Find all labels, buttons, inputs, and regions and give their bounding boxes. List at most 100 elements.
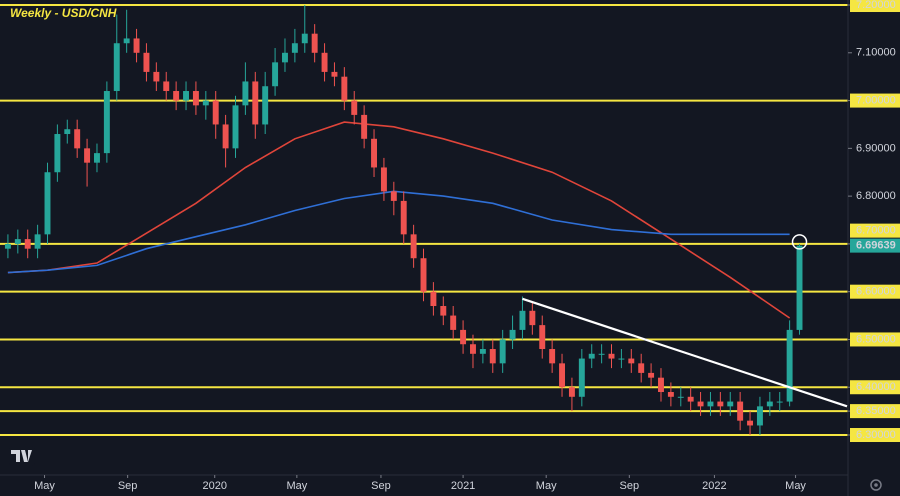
- candle-body: [400, 200, 407, 235]
- candle-body: [14, 239, 21, 244]
- x-tick-label: May: [34, 480, 55, 492]
- candle-body: [44, 172, 51, 235]
- candle-body: [440, 306, 447, 316]
- candle-body: [776, 401, 783, 403]
- x-tick-label: 2021: [451, 480, 475, 492]
- candle-body: [64, 129, 71, 135]
- candle-body: [222, 124, 229, 149]
- candle-body: [470, 344, 476, 354]
- candle-body: [202, 100, 209, 106]
- candle-body: [390, 191, 397, 201]
- x-tick-label: Sep: [118, 480, 138, 492]
- candle-body: [192, 91, 199, 106]
- candle-body: [766, 401, 773, 407]
- candle-body: [242, 81, 249, 106]
- y-tick-label: 6.50000: [856, 333, 896, 345]
- candle-body: [707, 401, 714, 407]
- x-tick-label: Sep: [371, 480, 391, 492]
- gear: [870, 479, 882, 491]
- candle-body: [519, 310, 526, 330]
- candle-body: [262, 86, 269, 125]
- settings-icon[interactable]: [870, 479, 882, 491]
- candle-body: [588, 353, 595, 359]
- candle-body: [677, 396, 684, 398]
- candle-body: [410, 234, 417, 259]
- candle-body: [618, 358, 625, 360]
- candle-body: [559, 363, 566, 388]
- x-tick-label: 2020: [202, 480, 226, 492]
- y-tick-label: 7.10000: [856, 47, 896, 59]
- candle-body: [756, 406, 763, 426]
- candle-body: [727, 401, 734, 407]
- candle-body: [143, 52, 150, 72]
- candle-body: [658, 377, 664, 393]
- candle-body: [331, 71, 338, 77]
- candle-body: [103, 91, 110, 154]
- candle-body: [430, 291, 437, 307]
- logo-bg: [9, 446, 35, 466]
- candle-body: [499, 339, 506, 364]
- candle-body: [361, 114, 368, 139]
- x-tick-label: 2022: [702, 480, 726, 492]
- candle-body: [113, 43, 120, 92]
- y-tick-label: 6.35000: [856, 405, 896, 417]
- y-tick-box: [850, 284, 900, 299]
- plot-area: [0, 4, 848, 437]
- candle-body: [272, 62, 279, 87]
- candle-body: [94, 153, 100, 163]
- y-tick-box: [850, 404, 900, 419]
- candle-body: [351, 100, 358, 115]
- last-price-box: [850, 238, 900, 253]
- candle-body: [549, 349, 556, 364]
- y-tick-box: [850, 93, 900, 108]
- candle-body: [648, 372, 655, 378]
- trendline: [522, 297, 848, 408]
- candle-body: [717, 401, 724, 407]
- candle-body: [24, 239, 31, 249]
- y-tick-box: [850, 428, 900, 443]
- y-tick-label: 6.40000: [856, 381, 896, 393]
- y-tick-label: 6.90000: [856, 142, 896, 154]
- moving-average: [7, 121, 791, 319]
- candle-body: [153, 71, 160, 82]
- candle-body: [232, 105, 239, 149]
- y-tick-box: [850, 332, 900, 347]
- y-tick-label: 6.60000: [856, 286, 896, 298]
- candle-body: [291, 43, 298, 53]
- candle-body: [321, 52, 328, 72]
- candle-body: [4, 243, 11, 249]
- y-tick-box: [850, 380, 900, 395]
- candle-body: [578, 358, 585, 397]
- candle-body: [380, 167, 387, 192]
- candle-body: [74, 129, 81, 149]
- candle-body: [737, 401, 744, 421]
- gear-center: [874, 483, 878, 487]
- moving-average: [7, 190, 790, 274]
- y-tick-label: 6.80000: [856, 190, 896, 202]
- candle-body: [539, 325, 546, 350]
- y-tick-label: 7.20000: [856, 0, 896, 11]
- x-tick-label: May: [536, 480, 557, 492]
- logo-glyph: [11, 450, 32, 462]
- candle-body: [301, 33, 308, 44]
- candle-body: [460, 329, 467, 345]
- candle-body: [667, 392, 674, 397]
- y-tick-label: 6.70000: [856, 225, 896, 237]
- axis-labels: 7.20000 7.10000 7.00000 6.90000 6.80000 6.700…: [34, 0, 900, 492]
- candle-body: [796, 245, 803, 330]
- x-tick-label: May: [286, 480, 307, 492]
- y-tick-box: [850, 223, 900, 238]
- candle-body: [252, 81, 259, 125]
- candle-body: [697, 401, 704, 407]
- candle-body: [420, 258, 427, 292]
- highlight-circle: [791, 234, 808, 250]
- candle-body: [786, 329, 793, 402]
- x-tick-label: Sep: [620, 480, 640, 492]
- y-tick-label: 6.30000: [856, 429, 896, 441]
- tv-logo[interactable]: [9, 446, 35, 466]
- candle-body: [212, 100, 219, 125]
- candle-body: [687, 396, 694, 402]
- candle-body: [341, 76, 348, 101]
